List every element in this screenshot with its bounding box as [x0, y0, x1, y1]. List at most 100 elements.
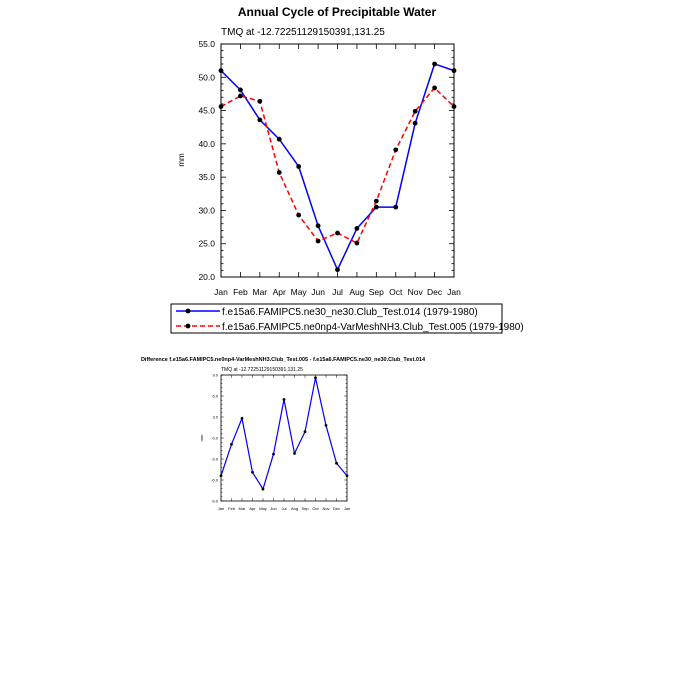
series-1-point [451, 68, 457, 74]
series-1-point [393, 204, 399, 210]
y-tick-label: 20.0 [198, 272, 215, 282]
series-1-point [282, 398, 286, 401]
diff-y-axis-label: mm [199, 434, 204, 441]
x-tick-label: Nov [322, 506, 329, 511]
series-2-point [296, 212, 302, 218]
x-tick-label: Jul [332, 287, 343, 297]
x-tick-label: Dec [333, 506, 340, 511]
y-axis-label: mm [177, 153, 186, 167]
x-tick-label: Feb [228, 506, 236, 511]
series-1-point [314, 376, 317, 380]
x-tick-label: Apr [273, 287, 286, 297]
series-2-point [257, 98, 263, 104]
legend-label-model-a: f.e15a6.FAMIPC5.ne30_ne30.Club_Test.014 … [222, 307, 478, 318]
x-tick-label: Nov [408, 287, 424, 297]
series-1-point [251, 470, 254, 474]
y-tick-label: 50.0 [198, 72, 215, 82]
y-tick-label: 6.0 [212, 393, 218, 398]
legend-marker-model-a [185, 308, 191, 314]
y-tick-label: 40.0 [198, 139, 215, 149]
series-line-1 [220, 377, 348, 491]
series-2-point [432, 85, 437, 91]
x-tick-label: Sep [369, 287, 384, 297]
y-tick-label: 0.0 [212, 435, 218, 440]
x-tick-label: Feb [233, 287, 248, 297]
series-1-point [219, 474, 223, 478]
y-tick-label: 9.0 [212, 372, 218, 377]
series-1-point [412, 120, 418, 126]
series-2-point [335, 230, 340, 236]
y-tick-label: -3.0 [211, 456, 219, 461]
series-1-point [324, 424, 328, 427]
x-tick-label: Jun [311, 287, 325, 297]
x-tick-label: Oct [312, 506, 319, 511]
series-2-point [451, 104, 457, 109]
x-tick-label: Aug [291, 506, 298, 511]
x-tick-label: Aug [349, 287, 364, 297]
series-1-point [293, 452, 296, 455]
legend-box [170, 303, 503, 334]
series-2-point [412, 108, 418, 114]
legend-entry-model-a: f.e15a6.FAMIPC5.ne30_ne30.Club_Test.014 … [176, 307, 478, 318]
x-tick-label: Sep [301, 506, 309, 511]
series-2-point [218, 104, 224, 109]
legend-marker-model-b [185, 323, 191, 329]
chart-title: Annual Cycle of Precipitable Water [238, 5, 437, 19]
y-tick-label: 35.0 [198, 172, 215, 182]
series-2-point [276, 170, 282, 175]
legend: f.e15a6.FAMIPC5.ne30_ne30.Club_Test.014 … [170, 303, 524, 334]
series-2-point [373, 198, 379, 204]
series-1-point [276, 136, 282, 142]
legend-label-model-b: f.e15a6.FAMIPC5.ne0np4-VarMeshNH3.Club_T… [222, 322, 524, 333]
x-tick-label: Jan [214, 287, 228, 297]
x-tick-label: Oct [389, 287, 403, 297]
diff-chart-title: Difference f.e15a6.FAMIPC5.ne0np4-VarMes… [141, 357, 426, 363]
difference-chart: Difference f.e15a6.FAMIPC5.ne0np4-VarMes… [141, 357, 426, 511]
series-1-point [432, 61, 437, 67]
series-1-point [345, 474, 349, 478]
diff-chart-subtitle: TMQ at -12.72251129150391,131.25 [221, 367, 303, 373]
legend-entry-model-b: f.e15a6.FAMIPC5.ne0np4-VarMeshNH3.Club_T… [176, 322, 524, 333]
series-1-point [261, 487, 265, 491]
annual-cycle-chart: Annual Cycle of Precipitable Water TMQ a… [170, 5, 524, 334]
y-tick-label: 3.0 [212, 414, 218, 419]
x-tick-label: Jan [218, 506, 224, 511]
plot-frame [220, 43, 455, 278]
x-tick-label: Jul [281, 506, 286, 511]
diff-plot-frame [220, 374, 348, 502]
y-tick-label: 45.0 [198, 106, 215, 116]
series-2-point [393, 147, 399, 153]
series-1-point [272, 452, 275, 456]
y-tick-label: -9.0 [211, 498, 219, 503]
y-tick-label: 55.0 [198, 39, 215, 49]
x-tick-label: Apr [249, 506, 256, 511]
x-tick-label: Jun [270, 506, 276, 511]
x-tick-label: May [291, 287, 308, 297]
series-1-point [335, 461, 338, 465]
series-2-point [238, 93, 243, 99]
x-tick-label: Dec [427, 287, 443, 297]
series-1-point [315, 223, 321, 229]
series-1-point [238, 87, 243, 93]
chart-subtitle: TMQ at -12.72251129150391,131.25 [221, 27, 385, 38]
x-tick-label: May [259, 506, 267, 511]
x-tick-label: Jan [344, 506, 350, 511]
series-1-point [335, 267, 340, 273]
series-1-point [303, 430, 307, 434]
series-1-point [257, 117, 263, 123]
y-tick-label: -6.0 [211, 477, 219, 482]
series-1-point [354, 226, 360, 231]
x-tick-label: Mar [239, 506, 247, 511]
series-1-point [240, 417, 244, 420]
x-tick-label: Mar [253, 287, 268, 297]
series-line-1 [220, 63, 455, 272]
x-tick-label: Jan [447, 287, 461, 297]
series-1-point [218, 68, 224, 74]
series-1-point [296, 164, 302, 169]
y-tick-label: 25.0 [198, 239, 215, 249]
series-2-point [354, 240, 360, 246]
series-1-point [373, 204, 379, 210]
series-1-point [230, 442, 233, 446]
